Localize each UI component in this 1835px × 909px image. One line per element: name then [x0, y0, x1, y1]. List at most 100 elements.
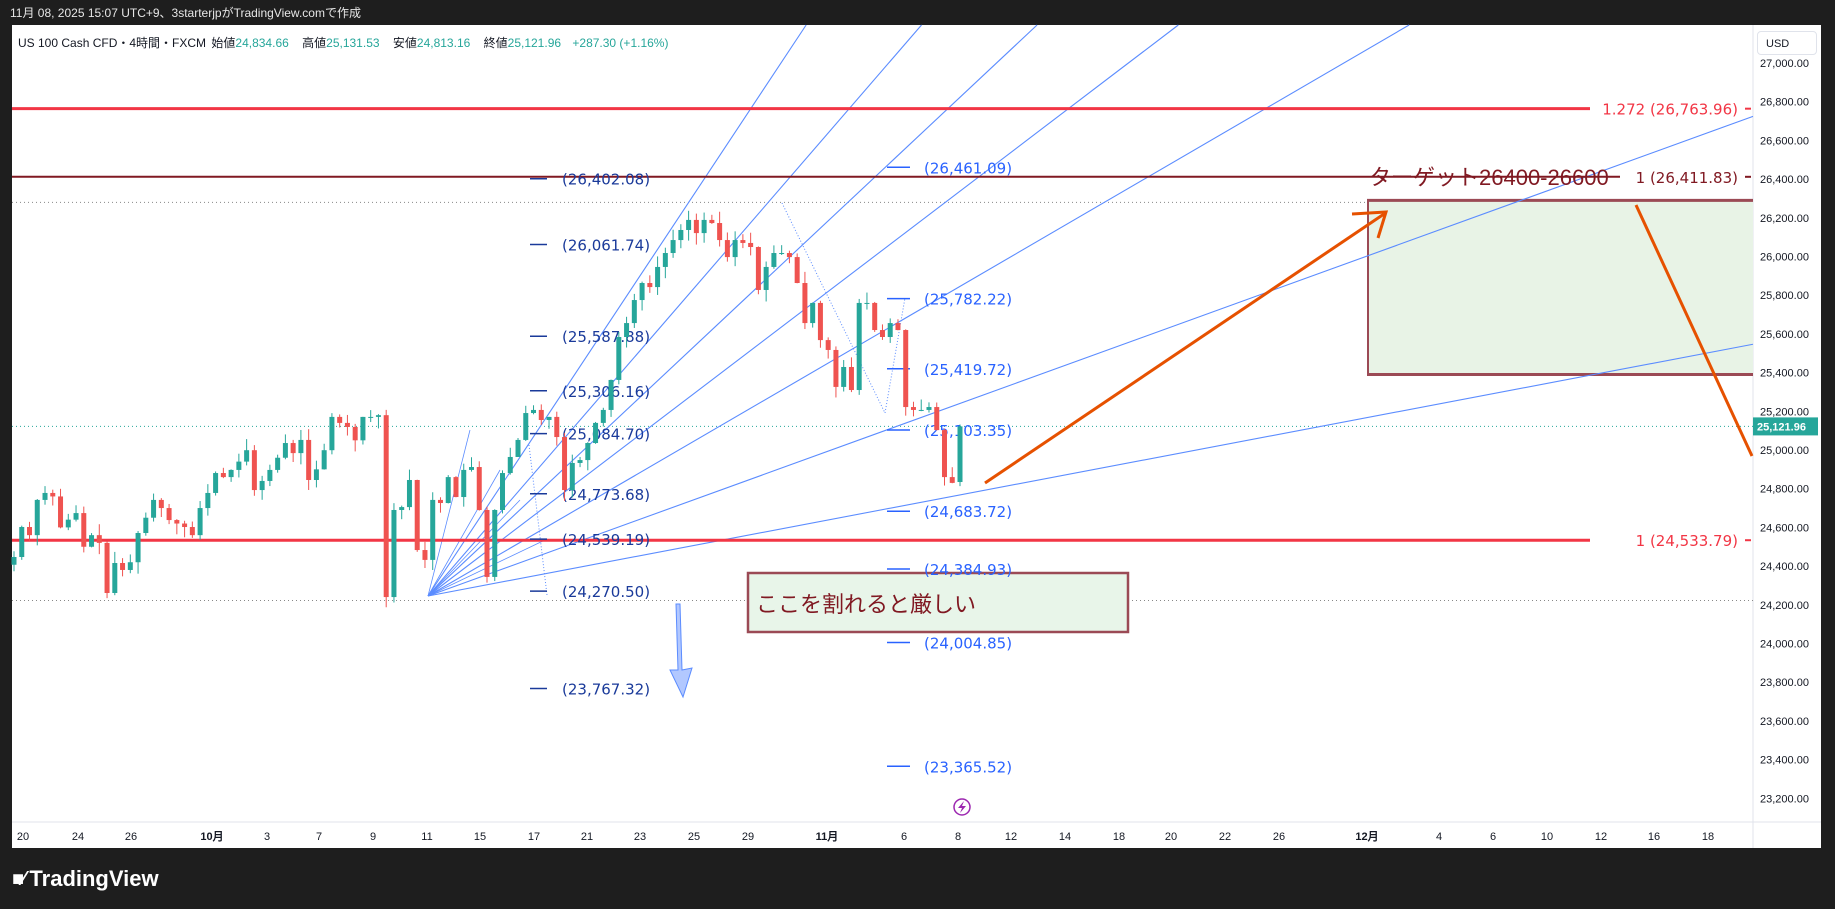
- fib-right-label: (25,419.72): [924, 361, 1012, 379]
- fib-fan-line: [427, 24, 807, 597]
- time-tick-label: 16: [1648, 831, 1660, 843]
- candle-body: [569, 462, 575, 491]
- candle-body: [903, 330, 909, 408]
- candle-body: [484, 509, 490, 577]
- time-tick-label: 22: [1219, 831, 1231, 843]
- candle-body: [96, 535, 102, 543]
- candle-body: [678, 229, 684, 241]
- time-tick-label: 6: [1490, 831, 1496, 843]
- price-tick-label: 25,400.00: [1760, 368, 1809, 380]
- time-tick-label: 12月: [1355, 830, 1378, 843]
- price-tick-label: 27,000.00: [1760, 58, 1809, 70]
- candle-body: [19, 527, 25, 558]
- open-label: 始値: [211, 36, 236, 50]
- candle-body: [841, 366, 847, 387]
- candle-body: [817, 302, 823, 341]
- candle-body: [461, 469, 467, 498]
- price-tick-label: 26,000.00: [1760, 252, 1809, 264]
- time-tick-label: 23: [634, 831, 646, 843]
- time-tick-label: 20: [1165, 831, 1177, 843]
- high-label: 高値: [302, 36, 327, 50]
- price-tick-label: 25,000.00: [1760, 445, 1809, 457]
- footer-brand[interactable]: ■⁄ TradingView: [12, 866, 159, 892]
- candle-body: [949, 477, 955, 483]
- fib-left-label: (26,061.74): [562, 237, 650, 255]
- time-tick-label: 12: [1005, 831, 1017, 843]
- candle-body: [166, 508, 172, 521]
- candle-body: [251, 450, 257, 491]
- candle-body: [802, 283, 808, 324]
- candle-body: [538, 409, 544, 421]
- candle-body: [639, 283, 645, 301]
- candle-body: [887, 323, 893, 337]
- candle-body: [151, 499, 157, 518]
- open-value: 24,834.66: [235, 36, 289, 50]
- price-tick-label: 25,200.00: [1760, 406, 1809, 418]
- candle-body: [182, 523, 188, 528]
- candle-body: [11, 557, 17, 565]
- price-tick-label: 26,800.00: [1760, 97, 1809, 109]
- fib-left-label: (23,767.32): [562, 681, 650, 699]
- time-tick-label: 3: [264, 831, 270, 843]
- candle-body: [810, 302, 816, 324]
- candle-body: [298, 439, 304, 454]
- candle-body: [383, 415, 389, 598]
- candle-body: [306, 439, 312, 480]
- candle-body: [189, 527, 195, 536]
- candle-body: [422, 550, 428, 560]
- candle-body: [344, 422, 350, 427]
- time-tick-label: 7: [316, 831, 322, 843]
- fib-level-label: 1 (26,411.83): [1636, 169, 1738, 187]
- candle-body: [941, 430, 947, 478]
- candle-body: [910, 407, 916, 410]
- price-tick-label: 24,600.00: [1760, 522, 1809, 534]
- time-tick-label: 26: [1273, 831, 1285, 843]
- candle-body: [879, 330, 885, 337]
- candle-body: [515, 439, 521, 457]
- candle-body: [957, 426, 963, 482]
- warning-box-label: ここを割れると厳しい: [756, 592, 977, 617]
- currency-button[interactable]: USD: [1757, 31, 1817, 55]
- candle-body: [732, 240, 738, 258]
- chart-panel[interactable]: [12, 25, 1821, 848]
- time-tick-label: 4: [1436, 831, 1442, 843]
- time-tick-label: 10月: [200, 830, 223, 843]
- candle-body: [934, 407, 940, 431]
- candle-body: [717, 223, 723, 241]
- candle-body: [282, 443, 288, 458]
- fib-left-label: (24,539.19): [562, 531, 650, 549]
- candle-body: [593, 422, 599, 444]
- candle-body: [197, 508, 203, 536]
- change-value: +287.30 (+1.16%): [572, 36, 669, 50]
- low-value: 24,813.16: [416, 36, 471, 50]
- candle-body: [662, 253, 668, 267]
- time-tick-label: 10: [1541, 831, 1553, 843]
- candle-body: [507, 456, 513, 474]
- fib-right-label: (26,461.09): [924, 159, 1012, 177]
- price-tick-label: 24,400.00: [1760, 561, 1809, 573]
- down-arrow-icon: [669, 603, 693, 699]
- fib-left-label: (26,402.08): [562, 171, 650, 189]
- candle-body: [104, 542, 110, 593]
- price-tick-label: 23,200.00: [1760, 793, 1809, 805]
- candle-body: [430, 499, 436, 560]
- candle-body: [562, 437, 568, 491]
- price-tick-label: 23,400.00: [1760, 755, 1809, 767]
- time-tick-label: 11: [421, 831, 432, 843]
- warning-box: [746, 571, 1130, 634]
- candle-body: [686, 219, 692, 230]
- candle-body: [608, 379, 614, 410]
- time-tick-label: 12: [1595, 831, 1607, 843]
- candle-body: [468, 467, 474, 470]
- time-tick-label: 6: [901, 831, 907, 843]
- fib-fan-line: [427, 469, 501, 597]
- price-tick-label: 26,200.00: [1760, 213, 1809, 225]
- fib-fan-line: [427, 115, 1754, 597]
- projection-arrow: [984, 212, 1385, 485]
- arrow-head-icon: [1351, 210, 1389, 239]
- target-zone-label: ターゲット26400-26600: [1369, 165, 1609, 190]
- candle-body: [631, 300, 637, 324]
- low-label: 安値: [392, 36, 417, 50]
- time-tick-label: 15: [474, 831, 486, 843]
